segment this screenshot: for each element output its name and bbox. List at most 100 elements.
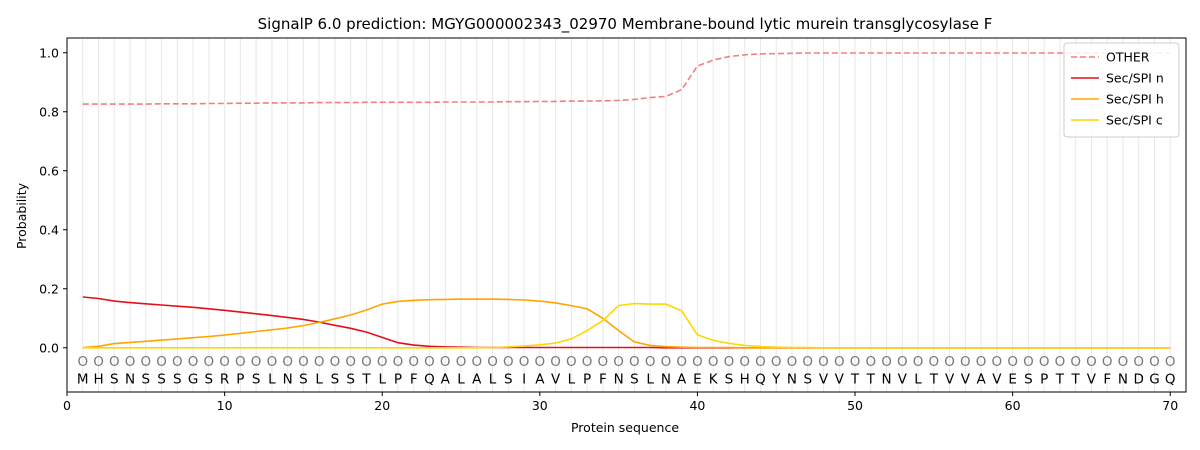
residue-label: E (693, 372, 702, 388)
residue-label: N (881, 372, 891, 388)
x-tick-label: 40 (689, 398, 705, 413)
residue-marker: O (708, 354, 719, 370)
residue-label: Q (1165, 372, 1176, 388)
residue-label: N (1118, 372, 1128, 388)
residue-label: A (472, 372, 482, 388)
residue-marker: O (109, 354, 120, 370)
residue-marker: O (219, 354, 230, 370)
residue-label: T (929, 372, 939, 388)
residue-marker: O (771, 354, 782, 370)
residue-marker: O (676, 354, 687, 370)
residue-marker: O (282, 354, 293, 370)
residue-marker: O (424, 354, 435, 370)
residue-label: N (125, 372, 135, 388)
chart-title: SignalP 6.0 prediction: MGYG000002343_02… (258, 15, 993, 34)
residue-marker: O (1149, 354, 1160, 370)
residue-label: L (268, 372, 276, 388)
residue-label: F (410, 372, 418, 388)
residue-label: Y (771, 372, 781, 388)
residue-marker: O (897, 354, 908, 370)
residue-label: K (709, 372, 719, 388)
residue-marker: O (93, 354, 104, 370)
residue-marker: O (330, 354, 341, 370)
residue-marker: O (1070, 354, 1081, 370)
residue-label: P (1040, 372, 1048, 388)
residue-label: Q (755, 372, 766, 388)
residue-label: V (945, 372, 955, 388)
residue-label: F (599, 372, 607, 388)
residue-label: V (551, 372, 561, 388)
residue-label: S (1024, 372, 1033, 388)
x-tick-label: 0 (63, 398, 71, 413)
residue-marker: O (298, 354, 309, 370)
x-tick-label: 10 (217, 398, 233, 413)
y-tick-label: 0.0 (39, 340, 59, 355)
residue-label: S (504, 372, 513, 388)
residue-marker: O (1165, 354, 1176, 370)
residue-label: T (361, 372, 371, 388)
residue-label: T (866, 372, 876, 388)
residue-marker: O (235, 354, 246, 370)
plot-frame (66, 37, 1187, 393)
residue-marker: O (188, 354, 199, 370)
residue-marker: O (156, 354, 167, 370)
residue-marker: O (850, 354, 861, 370)
residue-marker: O (1133, 354, 1144, 370)
residue-marker: O (456, 354, 467, 370)
residue-label: V (992, 372, 1002, 388)
residue-label: T (1071, 372, 1081, 388)
residue-marker: O (503, 354, 514, 370)
residue-label: P (583, 372, 591, 388)
residue-marker: O (818, 354, 829, 370)
legend-box (1063, 42, 1180, 138)
residue-marker: O (471, 354, 482, 370)
residue-label: L (646, 372, 654, 388)
residue-marker: O (834, 354, 845, 370)
residue-label: A (441, 372, 451, 388)
residue-marker: O (345, 354, 356, 370)
series-line-sec-spi-h (82, 298, 1171, 349)
residue-label: S (142, 372, 151, 388)
residue-marker: O (1102, 354, 1113, 370)
y-tick-label: 0.2 (39, 281, 59, 296)
x-tick-label: 20 (374, 398, 390, 413)
residue-label: A (677, 372, 687, 388)
residue-label: S (299, 372, 308, 388)
residue-marker: O (629, 354, 640, 370)
residue-label: N (283, 372, 293, 388)
residue-marker: O (992, 354, 1003, 370)
residue-label: S (803, 372, 812, 388)
residue-marker: O (1086, 354, 1097, 370)
residue-marker: O (314, 354, 325, 370)
residue-marker: O (251, 354, 262, 370)
residue-marker: O (408, 354, 419, 370)
legend-label: Sec/SPI h (1106, 92, 1164, 107)
residue-marker: O (929, 354, 940, 370)
legend-label: OTHER (1106, 50, 1150, 65)
y-tick-label: 0.8 (39, 104, 59, 119)
residue-marker: O (865, 354, 876, 370)
residue-marker: O (944, 354, 955, 370)
x-tick-label: 70 (1162, 398, 1178, 413)
residue-marker: O (1007, 354, 1018, 370)
residue-label: G (1149, 372, 1159, 388)
residue-label: S (630, 372, 639, 388)
residue-label: R (220, 372, 229, 388)
residue-marker: O (802, 354, 813, 370)
residue-label: F (1103, 372, 1111, 388)
residue-marker: O (566, 354, 577, 370)
residue-label: N (787, 372, 797, 388)
residue-marker: O (172, 354, 183, 370)
x-axis-ticks: 0 10 20 30 40 50 60 70 (63, 392, 1178, 413)
residue-marker: O (140, 354, 151, 370)
residue-marker: O (613, 354, 624, 370)
residue-label: V (835, 372, 845, 388)
residue-label: H (93, 372, 103, 388)
residue-marker: O (692, 354, 703, 370)
series-line-other (82, 52, 1171, 105)
residue-marker: O (960, 354, 971, 370)
residue-marker: O (534, 354, 545, 370)
